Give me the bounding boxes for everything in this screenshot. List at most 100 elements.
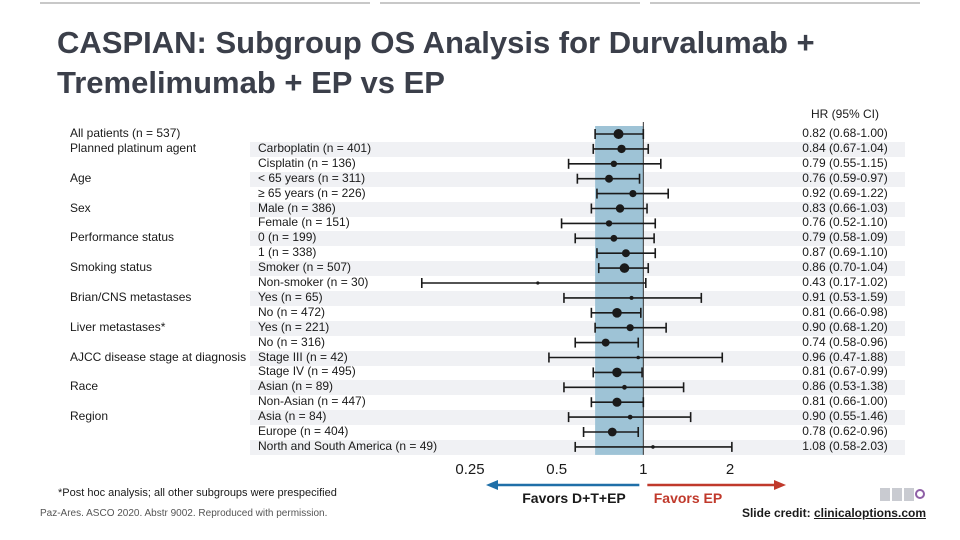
subgroup-label: ≥ 65 years (n = 226) <box>258 185 366 200</box>
slide-title-line1: CASPIAN: Subgroup OS Analysis for Durval… <box>57 25 815 60</box>
favors-left-label: Favors D+T+EP <box>522 490 626 506</box>
hr-point <box>536 281 540 285</box>
subgroup-label: No (n = 316) <box>258 334 326 349</box>
credit-label: Slide credit: <box>741 506 811 520</box>
hr-ci-value: 0.87 (0.69-1.10) <box>802 245 888 260</box>
subgroup-label: 1 (n = 338) <box>258 245 317 260</box>
hr-point <box>607 427 617 437</box>
hr-point <box>613 129 624 139</box>
subgroup-category-label: Smoking status <box>70 260 153 275</box>
subgroup-label: Female (n = 151) <box>258 215 350 230</box>
logo-block <box>880 488 890 501</box>
hr-ci-value: 0.82 (0.68-1.00) <box>802 126 888 140</box>
hr-ci-value: 0.90 (0.55-1.46) <box>802 409 888 424</box>
subgroup-category-label: Region <box>70 409 109 424</box>
subgroup-category-label: Brian/CNS metastases <box>70 289 192 304</box>
hr-point <box>610 160 618 167</box>
hr-ci-value: 0.81 (0.66-0.98) <box>802 304 888 319</box>
subgroup-category-label: Liver metastases* <box>70 319 166 334</box>
hr-point <box>612 308 622 318</box>
hr-ci-value: 0.83 (0.66-1.03) <box>802 200 888 215</box>
hr-point <box>629 190 637 198</box>
x-tick-label: 1 <box>639 461 647 478</box>
hr-point <box>612 367 622 378</box>
subgroup-label: Europe (n = 404) <box>258 424 349 438</box>
slide-credit: Slide credit: clinicaloptions.com <box>742 506 926 520</box>
hr-point <box>629 295 634 300</box>
hr-point <box>622 384 627 390</box>
row-stripe <box>250 320 905 336</box>
x-tick-label: 0.5 <box>546 461 567 478</box>
row-stripe <box>250 141 905 157</box>
top-rule-segment <box>40 2 370 4</box>
subgroup-label: Asian (n = 89) <box>258 379 334 394</box>
hr-point <box>651 445 655 449</box>
hr-point <box>627 414 633 420</box>
subgroup-category-label: Race <box>70 379 99 394</box>
subgroup-label: Asia (n = 84) <box>258 409 327 424</box>
subgroup-label: Yes (n = 221) <box>258 319 330 334</box>
logo-block <box>904 488 914 501</box>
hr-point <box>612 397 622 407</box>
hr-ci-value: 0.43 (0.17-1.02) <box>802 275 888 289</box>
hr-ci-value: 0.74 (0.58-0.96) <box>802 334 888 349</box>
hr-point <box>621 249 630 258</box>
hr-point <box>619 263 630 273</box>
hr-point <box>626 324 634 332</box>
x-tick-label: 2 <box>726 461 734 478</box>
subgroup-label: Carboplatin (n = 401) <box>258 140 372 155</box>
subgroup-category-label: Age <box>70 170 92 185</box>
row-stripe <box>250 201 905 217</box>
hr-ci-value: 0.78 (0.62-0.96) <box>802 424 888 438</box>
top-rule-segment <box>650 2 920 4</box>
hr-point <box>610 234 618 242</box>
hr-ci-value: 0.76 (0.52-1.10) <box>802 215 888 230</box>
hr-point <box>605 174 614 183</box>
footnote: *Post hoc analysis; all other subgroups … <box>58 487 337 499</box>
logo-ring <box>915 489 925 499</box>
hr-ci-value: 0.86 (0.70-1.04) <box>802 260 888 275</box>
subgroup-label: Non-smoker (n = 30) <box>258 275 369 289</box>
hr-ci-value: 0.79 (0.55-1.15) <box>802 155 888 170</box>
favors-left-arrowhead <box>486 480 498 490</box>
hr-point <box>617 144 626 154</box>
hr-ci-value: 0.86 (0.53-1.38) <box>802 379 888 394</box>
subgroup-label: Yes (n = 65) <box>258 289 323 304</box>
subgroup-label: Stage IV (n = 495) <box>258 364 356 379</box>
subgroup-category-label: Performance status <box>70 230 175 245</box>
hr-ci-value: 0.84 (0.67-1.04) <box>802 140 888 155</box>
hr-point <box>601 338 610 347</box>
x-tick-label: 0.25 <box>455 461 484 478</box>
hr-ci-value: 0.81 (0.67-0.99) <box>802 364 888 379</box>
subgroup-label: North and South America (n = 49) <box>258 438 438 453</box>
top-rule-segment <box>380 2 640 4</box>
credit-link[interactable]: clinicaloptions.com <box>813 506 926 520</box>
favors-right-arrowhead <box>774 480 786 490</box>
hr-point <box>615 204 625 213</box>
hr-point <box>605 220 613 227</box>
subgroup-label: Cisplatin (n = 136) <box>258 155 356 170</box>
subgroup-label: Stage III (n = 42) <box>258 349 348 364</box>
hr-point <box>636 355 641 360</box>
hr-ci-value: 0.81 (0.66-1.00) <box>802 394 888 409</box>
subgroup-label: 0 (n = 199) <box>258 230 317 245</box>
hr-ci-value: 0.92 (0.69-1.22) <box>802 185 888 200</box>
logo-block <box>892 488 902 501</box>
subgroup-label: No (n = 472) <box>258 304 326 319</box>
cco-logo <box>880 488 926 503</box>
hr-ci-value: 0.76 (0.59-0.97) <box>802 170 888 185</box>
subgroup-category-label: Planned platinum agent <box>70 140 197 155</box>
hr-ci-value: 0.90 (0.68-1.20) <box>802 319 888 334</box>
hr-ci-value: 0.79 (0.58-1.09) <box>802 230 888 245</box>
subgroup-label: < 65 years (n = 311) <box>258 170 366 185</box>
hr-ci-value: 0.91 (0.53-1.59) <box>802 289 888 304</box>
row-stripe <box>250 261 905 277</box>
subgroup-label: Male (n = 386) <box>258 200 336 215</box>
slide-title: CASPIAN: Subgroup OS Analysis for Durval… <box>57 23 917 103</box>
subgroup-label: Smoker (n = 507) <box>258 260 352 275</box>
subgroup-category-label: AJCC disease stage at diagnosis <box>70 349 247 364</box>
top-rule <box>0 0 960 6</box>
subgroup-label: Non-Asian (n = 447) <box>258 394 366 409</box>
subgroup-category-label: Sex <box>70 200 91 215</box>
